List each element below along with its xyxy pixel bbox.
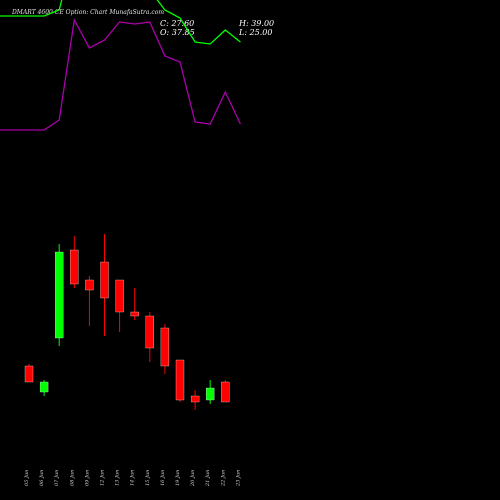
- candle-body: [115, 279, 124, 313]
- x-tick-label: 09 Jun: [84, 470, 90, 486]
- high-value: H: 39.00: [239, 19, 275, 28]
- x-tick-label: 19 Jun: [175, 470, 181, 486]
- candle-body: [55, 251, 64, 339]
- candle-body: [70, 249, 79, 285]
- candle-body: [100, 261, 109, 299]
- x-tick-label: 16 Jun: [160, 470, 166, 486]
- open-value: O: 37.85: [160, 28, 195, 37]
- x-tick-label: 23 Jun: [235, 470, 241, 487]
- candle-body: [130, 311, 139, 317]
- x-tick-label: 14 Jun: [130, 470, 136, 486]
- candle-body: [221, 381, 230, 403]
- candle-body: [24, 365, 34, 383]
- x-tick-label: 08 Jun: [69, 470, 75, 486]
- x-tick-label: 21 Jun: [205, 470, 211, 487]
- candle-body: [160, 327, 170, 367]
- candle-body: [206, 387, 215, 401]
- x-tick-label: 05 Jun: [24, 470, 30, 486]
- x-tick-label: 20 Jun: [190, 470, 196, 487]
- lower-band-line: [0, 17, 241, 131]
- x-tick-label: 07 Jun: [54, 470, 60, 486]
- candle-body: [190, 395, 200, 403]
- candle-body: [145, 315, 154, 349]
- close-value: C: 27.60: [160, 19, 195, 28]
- x-tick-label: 13 Jun: [115, 470, 121, 486]
- x-tick-label: 12 Jun: [100, 470, 106, 486]
- low-value: L: 25.00: [239, 28, 273, 37]
- candle-body: [175, 359, 185, 401]
- candle-body: [85, 279, 94, 291]
- candle-body: [39, 381, 49, 393]
- upper-band-line: [0, 0, 241, 45]
- x-tick-label: 15 Jun: [145, 470, 151, 486]
- chart-title: DMART 4600 CE Option: Chart MunafaSutra.…: [12, 9, 165, 16]
- x-tick-label: 22 Jun: [220, 470, 226, 487]
- x-tick-label: 06 Jun: [39, 470, 45, 486]
